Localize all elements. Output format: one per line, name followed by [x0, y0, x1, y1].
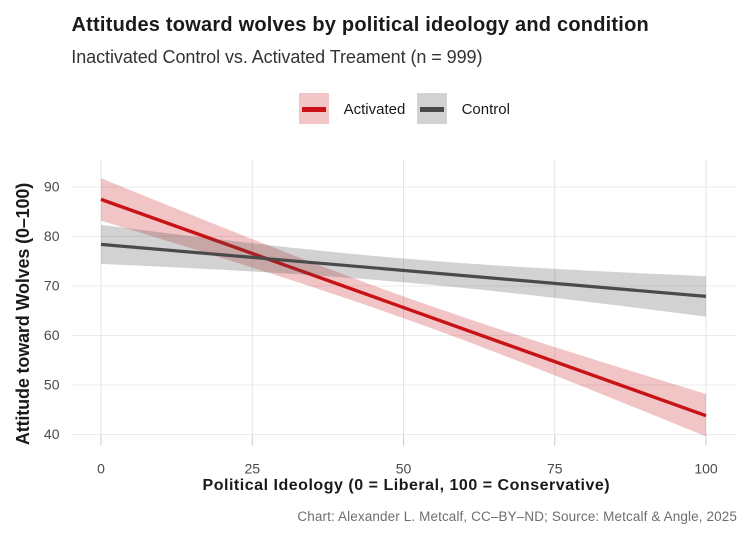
svg-text:90: 90	[44, 178, 60, 194]
svg-text:Attitude toward Wolves (0–100): Attitude toward Wolves (0–100)	[13, 183, 33, 445]
svg-text:50: 50	[44, 376, 60, 392]
svg-text:80: 80	[44, 228, 60, 244]
svg-text:0: 0	[97, 461, 105, 477]
svg-text:50: 50	[396, 461, 412, 477]
svg-text:40: 40	[44, 426, 60, 442]
svg-text:60: 60	[44, 327, 60, 343]
svg-text:100: 100	[694, 461, 718, 477]
svg-text:75: 75	[547, 461, 563, 477]
svg-text:25: 25	[244, 461, 260, 477]
svg-text:70: 70	[44, 277, 60, 293]
